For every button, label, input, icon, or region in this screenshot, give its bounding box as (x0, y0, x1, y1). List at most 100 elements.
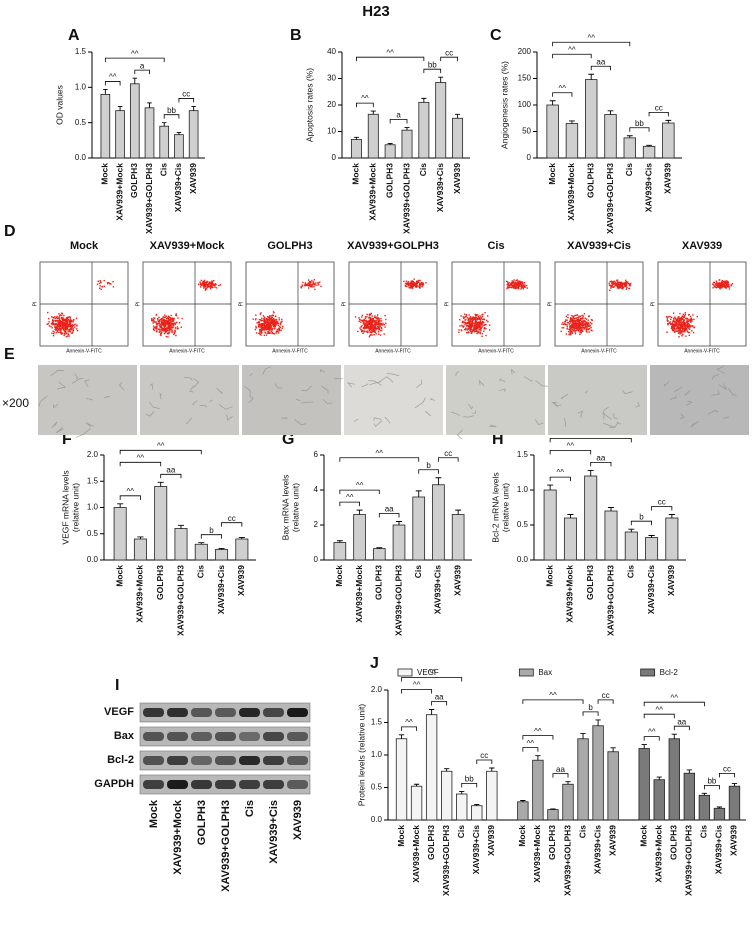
dot (473, 322, 474, 323)
dot (479, 323, 480, 324)
error-bar (396, 522, 402, 526)
dot (521, 287, 522, 288)
blot-band (287, 732, 308, 741)
x-tick-label: GOLPH3 (374, 565, 384, 600)
dot (373, 321, 374, 322)
dot (684, 315, 685, 316)
dot (588, 331, 589, 332)
dot (200, 283, 201, 284)
significance-bracket (644, 737, 659, 741)
dot (574, 318, 575, 319)
error-bar (580, 734, 585, 739)
dot (476, 331, 477, 332)
dot (485, 324, 486, 325)
significance-bracket (424, 69, 441, 73)
dot (367, 326, 368, 327)
dot (726, 281, 727, 282)
dot (152, 322, 153, 323)
figure-title: H23 (362, 3, 390, 20)
dot (623, 287, 624, 288)
dot (670, 319, 671, 320)
dot (309, 283, 310, 284)
x-tick-label: Mock (544, 565, 554, 587)
dot (104, 286, 105, 287)
dot (54, 325, 55, 326)
bar (354, 515, 366, 561)
dot (625, 280, 626, 281)
dot (378, 318, 379, 319)
dot (666, 332, 667, 333)
dot (712, 287, 713, 288)
bar (145, 108, 154, 158)
bar (215, 550, 227, 561)
x-tick-label: GOLPH3 (585, 565, 595, 600)
flow-x-label: Annexin-V-FITC (272, 348, 308, 354)
micrograph (140, 365, 239, 435)
dot (669, 322, 670, 323)
dot (362, 333, 363, 334)
dot (587, 320, 588, 321)
dot (367, 330, 368, 331)
dot (416, 281, 417, 282)
panel-label: E (4, 346, 15, 363)
dot (522, 281, 523, 282)
dot (514, 285, 515, 286)
dot (367, 322, 368, 323)
dot (590, 322, 591, 323)
significance-label: bb (635, 119, 644, 128)
dot (175, 324, 176, 325)
dot (468, 322, 469, 323)
dot (64, 328, 65, 329)
dot (674, 325, 675, 326)
x-tick-label: Cis (196, 565, 206, 579)
x-tick-label: XAV939 (607, 825, 617, 856)
dot (680, 319, 681, 320)
dot (671, 317, 672, 318)
significance-bracket (432, 702, 447, 706)
y-tick-label: 100 (518, 100, 532, 109)
dot (476, 317, 477, 318)
dot (203, 287, 204, 288)
legend-label: Bax (538, 668, 552, 677)
bar (456, 794, 467, 820)
dot (681, 322, 682, 323)
bar (195, 544, 207, 560)
dot (588, 329, 589, 330)
bar (643, 146, 655, 158)
dot (381, 330, 382, 331)
x-tick-label: GOLPH3 (669, 825, 679, 860)
dot (461, 329, 462, 330)
significance-bracket (630, 128, 649, 132)
protein-label: VEGF (104, 706, 134, 718)
dot (582, 321, 583, 322)
panel-label: I (115, 677, 119, 694)
dot (361, 316, 362, 317)
dot (266, 324, 267, 325)
dot (310, 282, 311, 283)
blot-band (167, 732, 188, 741)
dot (162, 328, 163, 329)
dot (53, 320, 54, 321)
dot (378, 323, 379, 324)
dot (161, 325, 162, 326)
dot (421, 286, 422, 287)
dot (56, 332, 57, 333)
dot (261, 324, 262, 325)
dot (360, 322, 361, 323)
error-bar (611, 748, 616, 752)
dot (512, 281, 513, 282)
error-bar (547, 485, 553, 490)
dot (276, 331, 277, 332)
significance-label: ^^ (346, 493, 354, 502)
dot (575, 331, 576, 332)
dot (578, 327, 579, 328)
dot (689, 329, 690, 330)
significance-label: aa (677, 717, 686, 726)
dot (403, 281, 404, 282)
dot (610, 281, 611, 282)
dot (61, 332, 62, 333)
dot (562, 322, 563, 323)
blot-band (191, 732, 212, 741)
dot (570, 328, 571, 329)
